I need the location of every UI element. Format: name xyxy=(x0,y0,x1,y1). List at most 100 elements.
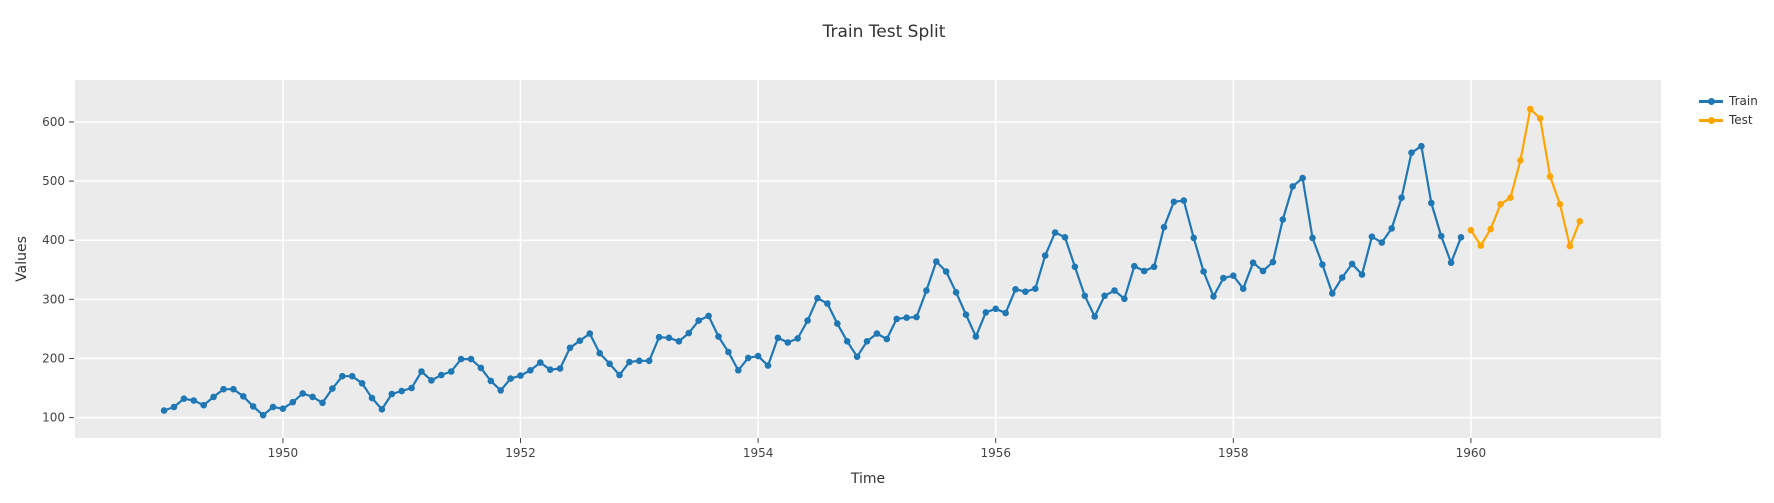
x-axis-title: Time xyxy=(850,471,886,487)
x-tick-label: 1950 xyxy=(268,446,299,460)
train-marker xyxy=(378,406,386,413)
train-marker xyxy=(814,294,821,302)
train-marker xyxy=(556,365,564,372)
train-marker xyxy=(447,368,455,375)
train-marker xyxy=(279,405,287,413)
train-marker xyxy=(1002,309,1009,317)
test-marker xyxy=(1477,242,1485,249)
train-marker xyxy=(1121,295,1128,303)
train-marker xyxy=(843,338,851,345)
train-marker xyxy=(1150,263,1158,271)
train-marker xyxy=(873,330,881,337)
train-marker xyxy=(546,366,554,374)
train-marker xyxy=(457,355,465,363)
train-marker xyxy=(1457,234,1465,241)
test-marker xyxy=(1527,105,1534,113)
train-marker xyxy=(180,395,188,403)
train-marker xyxy=(626,358,633,366)
legend-label: Train xyxy=(1729,94,1758,108)
train-marker xyxy=(1220,274,1227,282)
legend-swatch-icon xyxy=(1699,97,1723,106)
train-marker xyxy=(1012,286,1019,293)
legend-item-test[interactable]: Test xyxy=(1699,113,1758,127)
train-marker xyxy=(1239,285,1247,293)
train-marker xyxy=(398,387,406,395)
train-series[interactable] xyxy=(160,142,1465,419)
train-marker xyxy=(259,411,267,419)
test-marker xyxy=(1517,157,1524,164)
y-tick-label: 400 xyxy=(42,233,65,247)
train-marker xyxy=(992,305,999,313)
train-marker xyxy=(952,289,960,296)
train-marker xyxy=(477,364,485,372)
train-marker xyxy=(408,384,415,392)
train-marker xyxy=(853,353,861,361)
train-marker xyxy=(170,403,178,411)
test-marker xyxy=(1497,200,1504,208)
y-tick-label: 100 xyxy=(42,411,65,425)
y-tick-label: 300 xyxy=(42,292,65,306)
train-marker xyxy=(1329,290,1336,297)
train-marker xyxy=(1071,263,1079,271)
test-series[interactable] xyxy=(1467,105,1584,250)
train-marker xyxy=(438,371,445,379)
x-tick-label: 1956 xyxy=(980,446,1011,460)
train-marker xyxy=(1041,252,1049,259)
train-marker xyxy=(903,314,910,322)
train-marker xyxy=(1200,268,1207,275)
train-marker xyxy=(675,338,683,345)
plot-background xyxy=(75,80,1661,438)
train-marker xyxy=(586,330,594,337)
train-marker xyxy=(428,377,435,384)
test-marker xyxy=(1566,242,1574,250)
train-marker xyxy=(319,399,326,407)
train-marker xyxy=(834,320,841,327)
train-marker xyxy=(1051,229,1059,236)
train-marker xyxy=(1428,199,1435,207)
train-marker xyxy=(1210,293,1217,300)
train-marker xyxy=(418,368,425,375)
y-tick-label: 500 xyxy=(42,174,65,188)
train-marker xyxy=(655,333,663,341)
train-marker xyxy=(1378,239,1386,246)
train-marker xyxy=(309,393,316,401)
train-marker xyxy=(735,367,742,374)
train-marker xyxy=(1398,194,1405,201)
train-marker xyxy=(764,362,772,369)
train-marker xyxy=(1299,174,1306,182)
train-marker xyxy=(358,380,366,387)
y-axis-title: Values xyxy=(14,236,30,282)
legend: Train Test xyxy=(1699,94,1758,127)
train-marker xyxy=(1032,285,1039,293)
train-marker xyxy=(200,401,207,409)
legend-label: Test xyxy=(1729,113,1753,127)
train-marker xyxy=(883,335,891,343)
test-marker xyxy=(1556,200,1564,208)
train-marker xyxy=(893,315,900,323)
train-marker xyxy=(1447,259,1455,267)
test-marker xyxy=(1536,115,1544,122)
train-marker xyxy=(725,348,732,356)
train-marker xyxy=(962,311,970,319)
train-marker xyxy=(972,333,980,340)
train-marker xyxy=(636,357,643,365)
train-marker xyxy=(715,333,722,340)
train-marker xyxy=(240,393,247,400)
train-marker xyxy=(744,354,752,362)
train-marker xyxy=(754,352,762,360)
train-marker xyxy=(982,309,990,316)
train-marker xyxy=(269,403,277,411)
train-marker xyxy=(685,329,693,337)
train-marker xyxy=(1388,225,1395,232)
train-marker xyxy=(933,258,940,265)
train-marker xyxy=(230,385,237,393)
x-tick-label: 1952 xyxy=(505,446,536,460)
train-marker xyxy=(527,367,534,374)
legend-item-train[interactable]: Train xyxy=(1699,94,1758,108)
train-marker xyxy=(388,390,396,398)
train-marker xyxy=(824,300,831,307)
train-marker xyxy=(1081,292,1089,300)
train-marker xyxy=(1289,183,1296,190)
